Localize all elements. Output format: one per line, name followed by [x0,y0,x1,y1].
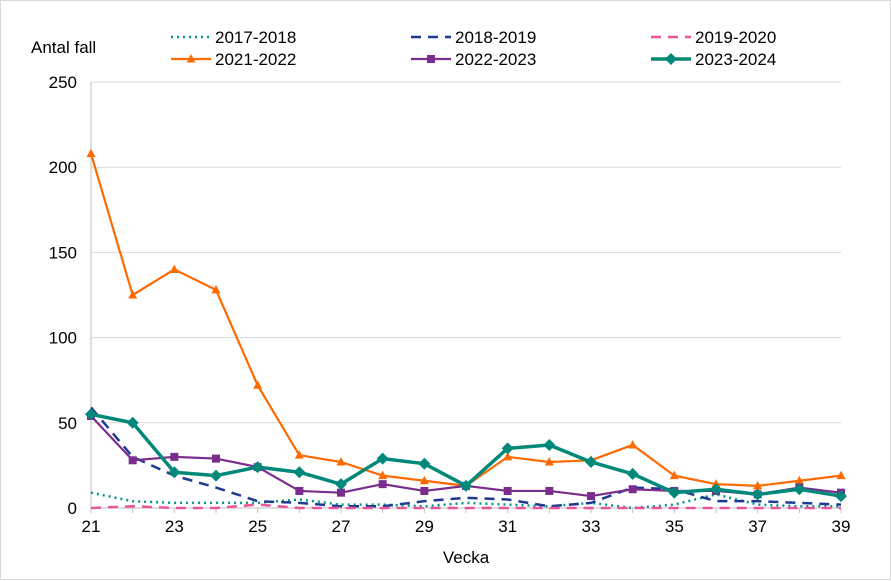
x-tick-label: 33 [582,517,601,536]
marker-diamond [376,452,389,465]
marker-triangle [211,284,221,294]
marker-triangle [378,470,388,480]
marker-square [212,454,220,463]
series-2018-2019 [90,406,842,508]
series-2021-2022 [86,148,846,490]
series-line [89,153,842,487]
x-axis-label: Vecka [443,548,490,567]
marker-triangle [128,290,138,299]
marker-diamond [668,486,681,499]
marker-square [545,486,554,495]
marker-triangle [669,470,679,480]
marker-triangle [544,456,554,466]
x-tick-label: 27 [332,517,351,536]
legend-label: 2018-2019 [455,28,536,47]
legend-label: 2022-2023 [455,50,536,69]
series-2023-2024 [85,408,847,503]
marker-diamond [293,466,306,479]
y-tick-label: 50 [58,414,77,433]
marker-triangle [336,456,346,466]
legend-item: 2017-2018 [171,28,296,47]
marker-square [337,488,345,497]
marker-square [420,486,429,495]
x-tick-label: 37 [748,517,767,536]
marker-diamond [126,416,139,429]
marker-square [295,486,304,495]
y-axis-label: Antal fall [31,38,96,57]
marker-triangle [836,470,846,480]
y-tick-label: 100 [49,329,77,348]
marker-diamond [710,483,722,496]
marker-square [587,492,595,501]
legend-item: 2018-2019 [411,28,536,47]
marker-triangle [86,148,96,158]
series-2017-2018 [90,491,841,510]
marker-triangle [628,439,638,449]
marker-diamond [168,466,181,479]
legend-item: 2019-2020 [651,28,776,47]
x-tick-label: 29 [415,517,434,536]
y-tick-label: 250 [49,73,77,92]
marker-triangle [794,475,804,485]
x-tick-label: 35 [665,517,684,536]
marker-diamond [501,442,514,455]
marker-triangle [186,54,196,63]
marker-diamond [665,53,677,65]
marker-diamond [585,455,597,468]
x-tick-label: 25 [248,517,267,536]
x-tick-label: 21 [82,517,101,536]
marker-square [170,452,179,461]
legend-label: 2019-2020 [695,28,776,47]
series-2019-2020 [90,503,841,510]
legend-label: 2021-2022 [215,50,296,69]
marker-square [128,456,137,465]
marker-diamond [626,467,639,480]
marker-diamond [793,483,806,496]
marker-diamond [251,461,264,474]
x-tick-label: 31 [498,517,517,536]
series-line [90,491,841,510]
x-tick-label: 39 [832,517,851,536]
legend-label: 2023-2024 [695,50,776,69]
marker-diamond [460,479,472,492]
marker-diamond [418,457,431,470]
marker-triangle [294,450,304,459]
marker-triangle [253,380,263,389]
series-line [90,503,841,510]
marker-square [427,55,435,63]
legend-label: 2017-2018 [215,28,296,47]
marker-triangle [753,480,763,490]
marker-diamond [210,469,222,482]
legend-item: 2021-2022 [171,50,296,69]
y-tick-label: 150 [49,243,77,262]
marker-square [378,480,387,489]
series-line [90,406,842,508]
marker-square [503,486,512,495]
marker-triangle [419,475,429,485]
marker-triangle [169,264,179,273]
marker-diamond [85,408,97,421]
marker-diamond [335,478,347,491]
marker-diamond [543,438,556,451]
marker-diamond [751,488,764,501]
y-tick-label: 200 [49,158,77,177]
x-tick-label: 23 [165,517,184,536]
marker-diamond [835,490,847,503]
legend-item: 2023-2024 [651,50,776,69]
marker-square [628,485,637,494]
y-tick-label: 0 [68,499,77,518]
legend-item: 2022-2023 [411,50,536,69]
marker-triangle [503,451,513,461]
